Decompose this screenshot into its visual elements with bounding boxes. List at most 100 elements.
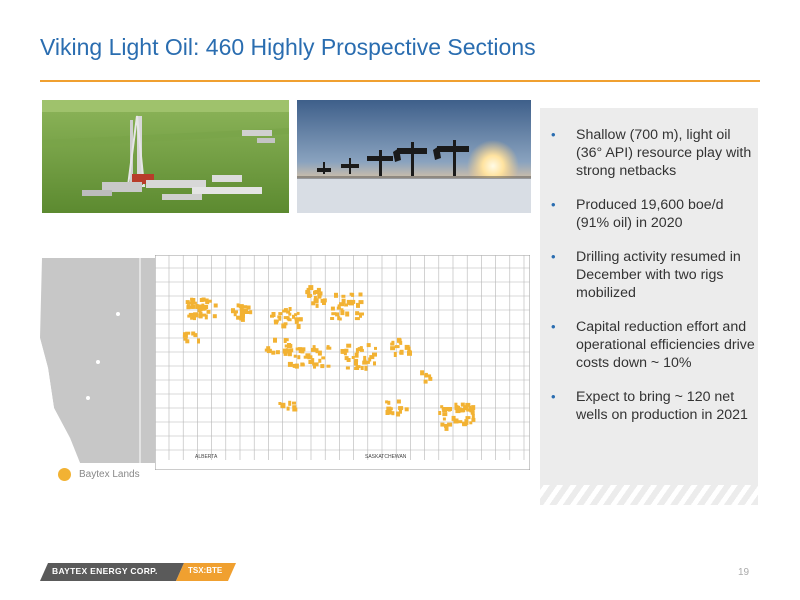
land-parcel	[398, 406, 404, 411]
bullet-item: • Expect to bring ~ 120 net wells on prod…	[551, 389, 748, 423]
viking-land-map: ALBERTA SASKATCHEWAN	[154, 254, 531, 471]
slide-title: Viking Light Oil: 460 Highly Prospective…	[40, 34, 536, 60]
land-parcel	[438, 411, 442, 415]
land-parcel	[391, 411, 395, 416]
land-parcel	[197, 338, 200, 344]
land-parcel	[373, 361, 376, 366]
land-parcel	[294, 313, 298, 317]
land-parcel	[314, 290, 320, 294]
land-parcel	[313, 299, 319, 302]
land-parcel	[246, 305, 251, 310]
land-parcel	[359, 346, 363, 350]
land-parcel	[266, 349, 272, 354]
land-parcel	[287, 351, 292, 357]
land-parcel	[399, 340, 403, 345]
land-parcel	[278, 402, 282, 405]
land-parcel	[186, 304, 190, 309]
land-parcel	[206, 309, 211, 314]
drilling-rig-photo	[42, 100, 289, 213]
land-parcel	[312, 345, 316, 350]
land-parcel	[335, 312, 340, 317]
land-parcel	[190, 303, 194, 308]
land-parcel	[404, 344, 410, 350]
bullet-panel	[540, 108, 758, 485]
land-parcel	[338, 317, 342, 321]
land-parcel	[294, 363, 299, 369]
land-parcel	[316, 287, 321, 292]
land-parcel	[238, 304, 244, 309]
land-parcel	[315, 348, 319, 354]
land-parcel	[288, 400, 292, 406]
land-parcel	[308, 360, 314, 364]
land-parcel	[202, 305, 206, 311]
land-parcel	[286, 406, 290, 411]
land-parcel	[317, 293, 322, 299]
land-parcel	[454, 405, 459, 411]
land-parcel	[213, 303, 218, 308]
land-parcel	[198, 311, 203, 317]
land-parcel	[394, 345, 400, 349]
legend-label: Baytex Lands	[79, 468, 140, 480]
land-parcel	[330, 317, 335, 320]
land-parcel	[344, 356, 349, 361]
land-parcel	[354, 358, 359, 362]
land-parcel	[468, 405, 472, 409]
land-parcel	[292, 363, 297, 368]
land-parcel	[190, 316, 195, 320]
land-parcel	[444, 425, 449, 431]
bullet-list: • Shallow (700 m), light oil (36° API) re…	[548, 126, 756, 440]
footer-brand-bar	[40, 563, 236, 581]
bullet-item: • Drilling activity resumed in December w…	[551, 249, 741, 301]
land-parcel	[283, 316, 289, 320]
land-parcel	[386, 406, 392, 411]
land-parcel	[346, 343, 352, 348]
land-parcel	[285, 349, 289, 354]
land-parcel	[283, 322, 288, 326]
land-parcel	[354, 360, 358, 366]
land-parcel	[442, 407, 448, 412]
land-parcel	[466, 408, 472, 412]
land-parcel	[359, 314, 362, 318]
land-parcel	[354, 367, 360, 370]
land-parcel	[471, 414, 475, 419]
land-parcel	[341, 294, 346, 298]
land-parcel	[234, 310, 238, 314]
land-parcel	[266, 346, 271, 351]
land-parcel	[355, 348, 359, 354]
land-parcel	[294, 319, 299, 324]
land-parcel	[427, 374, 432, 378]
land-parcel	[188, 312, 194, 317]
land-parcel	[240, 316, 245, 322]
land-parcel	[407, 350, 412, 356]
land-parcel	[300, 350, 305, 354]
land-parcel	[270, 314, 274, 318]
bullet-item: • Produced 19,600 boe/d (91% oil) in 2020	[551, 197, 724, 231]
land-parcel	[199, 298, 204, 302]
land-parcel	[195, 304, 199, 309]
land-parcel	[344, 303, 349, 307]
land-parcel	[322, 300, 326, 305]
land-parcel	[364, 365, 368, 371]
land-parcel	[396, 411, 401, 417]
land-parcel	[236, 315, 241, 320]
land-parcel	[362, 360, 368, 365]
land-parcel	[453, 418, 459, 424]
land-parcel	[358, 300, 364, 305]
land-parcel	[301, 347, 306, 352]
land-parcel	[344, 348, 349, 353]
land-parcel	[313, 290, 316, 295]
land-parcel	[355, 311, 360, 316]
land-parcel	[330, 306, 335, 311]
land-parcel	[239, 306, 244, 311]
land-parcel	[358, 292, 363, 297]
land-parcel	[240, 309, 245, 314]
land-parcel	[240, 312, 245, 318]
land-parcel	[287, 318, 292, 322]
bullet-dot-icon: •	[551, 389, 556, 404]
land-parcel	[365, 360, 370, 364]
bullet-item: • Capital reduction effort and operationa…	[551, 319, 755, 371]
land-parcel	[354, 317, 360, 321]
land-parcel	[337, 304, 341, 309]
land-parcel	[314, 362, 319, 367]
land-parcel	[287, 361, 293, 367]
